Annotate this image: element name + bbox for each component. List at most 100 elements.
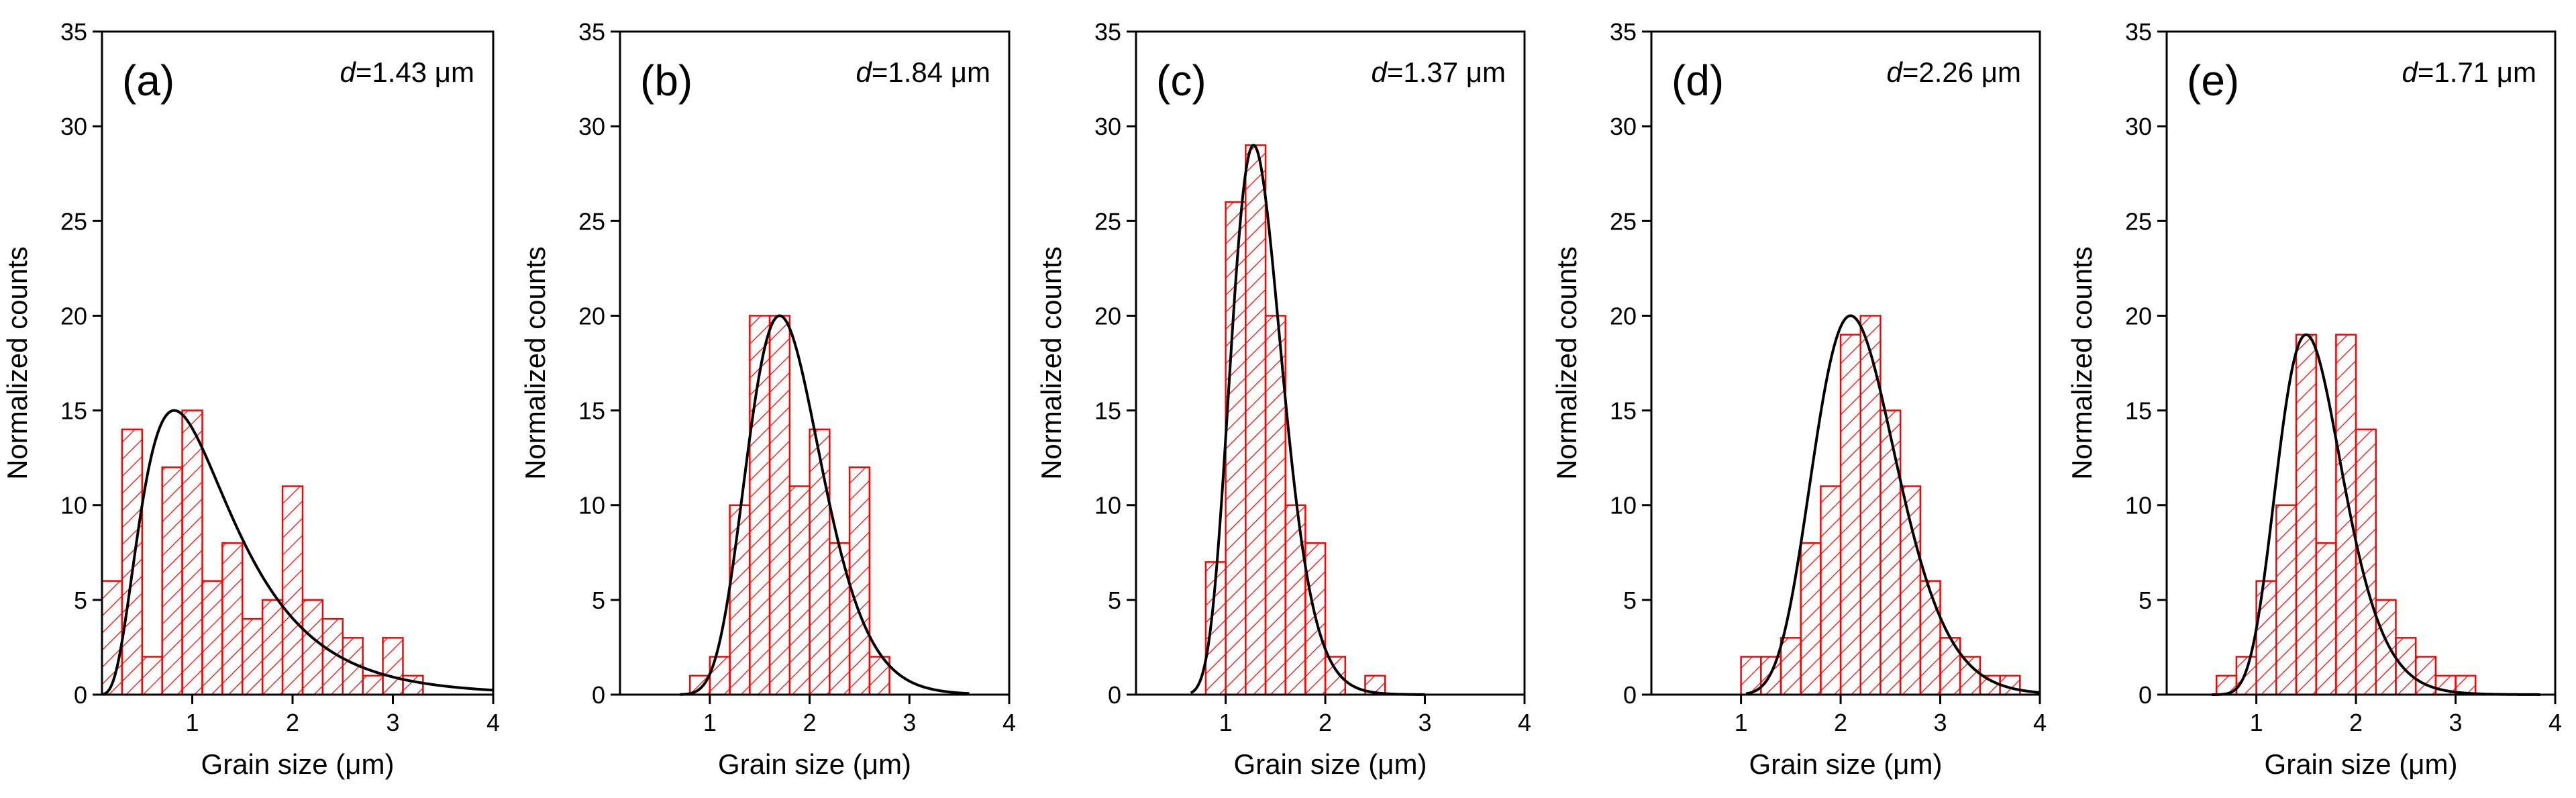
mean-size-label: d=1.37 μm	[1372, 56, 1506, 88]
plot-frame	[1135, 30, 1526, 696]
mean-size-value: =1.43 μm	[356, 56, 474, 88]
y-tick-label: 20	[1610, 302, 1637, 330]
y-axis-label: Normalized counts	[1, 246, 33, 480]
y-tick-label: 30	[1610, 113, 1637, 140]
mean-size-symbol: d	[856, 56, 873, 88]
histogram-bar	[1959, 656, 1981, 696]
y-axis-label: Normalized counts	[2066, 246, 2098, 480]
histogram-bar	[1800, 542, 1822, 696]
mean-size-symbol: d	[2402, 56, 2419, 88]
histogram-bar	[1324, 656, 1347, 696]
y-tick-label: 35	[578, 18, 605, 46]
y-tick-label: 10	[2125, 492, 2152, 519]
histogram-bar	[2255, 580, 2277, 696]
y-tick-label: 5	[74, 587, 87, 614]
histogram-bar	[2375, 599, 2397, 696]
histogram-bar	[242, 617, 264, 696]
histogram-bar	[161, 466, 183, 696]
histogram-bar	[2295, 334, 2317, 696]
panel-label: (e)	[2187, 56, 2239, 105]
y-tick-label: 10	[1610, 492, 1637, 519]
x-tick-label: 3	[386, 709, 399, 736]
y-tick-label: 15	[578, 397, 605, 425]
y-tick-label: 30	[1094, 113, 1121, 140]
histogram-bar	[2335, 334, 2357, 696]
histogram-bar	[2235, 656, 2257, 696]
histogram-bar	[1245, 144, 1267, 696]
y-tick-label: 15	[1610, 397, 1637, 425]
panel-label: (b)	[640, 56, 692, 105]
histogram-bar	[301, 599, 324, 696]
y-tick-label: 5	[2139, 587, 2152, 614]
histogram-bar	[2315, 542, 2337, 696]
histogram-bar	[1979, 675, 2001, 696]
y-tick-label: 0	[592, 681, 605, 709]
y-tick-label: 5	[1108, 587, 1121, 614]
chart-panel-d: 0 5 10 15 20 25 30 35 1 2 3 4 Grain size (μm) Normali…	[1551, 18, 2047, 780]
y-tick-label: 0	[1108, 681, 1121, 709]
y-axis-label: Normalized counts	[519, 246, 551, 480]
y-tick-label: 0	[74, 681, 87, 709]
y-tick-label: 15	[1094, 397, 1121, 425]
mean-size-value: =1.71 μm	[2418, 56, 2536, 88]
y-tick-label: 10	[578, 492, 605, 519]
x-axis-label: Grain size (μm)	[1749, 748, 1943, 780]
plot-frame	[1650, 30, 2041, 696]
y-tick-label: 10	[60, 492, 87, 519]
chart-panel-a: 0 5 10 15 20 25 30 35 1 2 3 4 Grain size (μm) Normali…	[1, 18, 500, 780]
mean-size-value: =1.37 μm	[1387, 56, 1506, 88]
fit-curve	[680, 314, 970, 696]
mean-size-label: d=2.26 μm	[1887, 56, 2022, 88]
y-tick-label: 20	[60, 302, 87, 330]
y-tick-label: 20	[578, 302, 605, 330]
plot-frame	[619, 30, 1011, 696]
histogram-bar	[1780, 637, 1802, 696]
x-axis-label: Grain size (μm)	[201, 748, 395, 780]
x-tick-label: 3	[903, 709, 916, 736]
y-tick-label: 0	[1623, 681, 1637, 709]
histogram-bar	[281, 485, 304, 696]
chart-panel-e: 0 5 10 15 20 25 30 35 1 2 3 4 Grain size (μm) Normali…	[2066, 18, 2562, 780]
histogram-bar	[768, 315, 791, 696]
y-tick-label: 25	[1094, 207, 1121, 235]
histogram-bar	[1939, 637, 1961, 696]
y-tick-label: 15	[2125, 397, 2152, 425]
x-tick-label: 4	[486, 709, 500, 736]
histogram-bar	[1839, 334, 1862, 696]
fit-curve	[101, 409, 494, 696]
y-tick-label: 20	[1094, 302, 1121, 330]
histogram-bar	[261, 599, 284, 696]
y-tick-label: 25	[578, 207, 605, 235]
histogram-bar	[2395, 637, 2417, 696]
x-tick-label: 1	[2250, 709, 2263, 736]
histogram-bar	[1879, 409, 1902, 696]
x-tick-label: 2	[1834, 709, 1847, 736]
histogram-bar	[2355, 428, 2377, 696]
y-axis-label: Normalized counts	[1035, 246, 1067, 480]
y-tick-label: 30	[2125, 113, 2152, 140]
chart-panel-c: 0 5 10 15 20 25 30 35 1 2 3 4 Grain size (μm) Normali…	[1035, 18, 1531, 780]
x-tick-label: 2	[2349, 709, 2363, 736]
mean-size-symbol: d	[340, 56, 357, 88]
panel-label: (c)	[1156, 56, 1206, 105]
y-axis-label: Normalized counts	[1551, 246, 1582, 480]
mean-size-label: d=1.71 μm	[2402, 56, 2537, 88]
y-tick-label: 25	[60, 207, 87, 235]
y-tick-label: 30	[60, 113, 87, 140]
histogram-bar	[221, 542, 244, 696]
histogram-bar	[829, 542, 851, 696]
x-tick-label: 4	[1002, 709, 1016, 736]
x-tick-label: 4	[1518, 709, 1531, 736]
x-tick-label: 4	[2548, 709, 2562, 736]
y-tick-label: 25	[2125, 207, 2152, 235]
chart-panel-b: 0 5 10 15 20 25 30 35 1 2 3 4 Grain size (μm) Normali…	[519, 18, 1016, 780]
x-tick-label: 1	[703, 709, 717, 736]
x-tick-label: 2	[803, 709, 817, 736]
histogram-bar	[1859, 315, 1882, 696]
histogram-bar	[1820, 485, 1842, 696]
histogram-bar	[382, 637, 404, 696]
x-tick-label: 4	[2033, 709, 2047, 736]
x-axis-label: Grain size (μm)	[1234, 748, 1427, 780]
x-tick-label: 3	[1934, 709, 1947, 736]
